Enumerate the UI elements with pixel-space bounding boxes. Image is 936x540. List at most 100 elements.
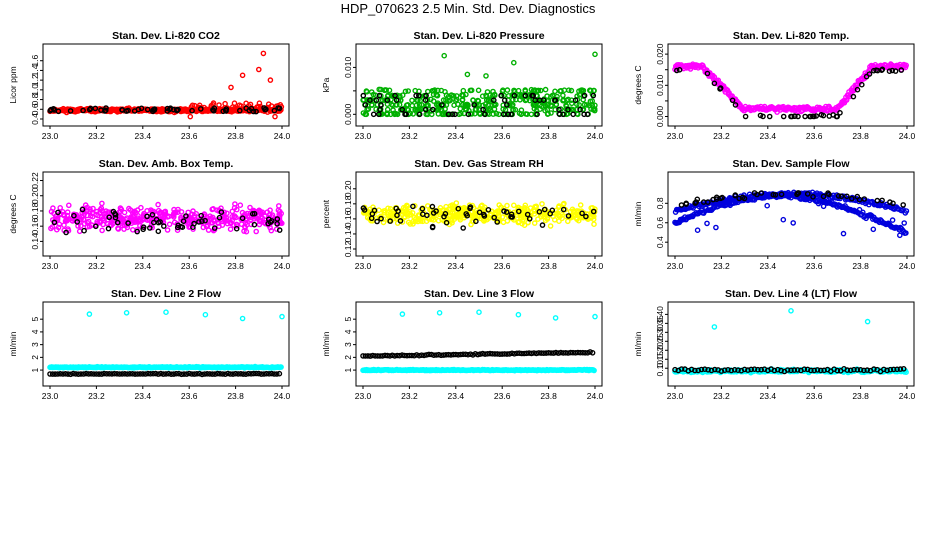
data-point bbox=[430, 217, 437, 223]
data-point bbox=[62, 370, 69, 377]
data-point bbox=[174, 227, 181, 233]
x-tick-label: 23.2 bbox=[713, 261, 730, 271]
data-point bbox=[371, 207, 378, 214]
data-point bbox=[849, 195, 855, 202]
data-point bbox=[416, 352, 423, 359]
data-point bbox=[80, 107, 86, 114]
data-point bbox=[218, 209, 225, 215]
x-tick-label: 23.4 bbox=[760, 261, 777, 271]
data-point bbox=[151, 107, 158, 113]
data-point bbox=[435, 102, 442, 109]
data-point bbox=[565, 213, 572, 219]
data-point bbox=[214, 370, 221, 377]
data-point bbox=[101, 211, 107, 217]
x-tick-label: 23.8 bbox=[227, 261, 244, 271]
data-point bbox=[516, 350, 523, 357]
data-point bbox=[129, 226, 136, 233]
data-point bbox=[227, 226, 234, 232]
x-tick-label: 23.2 bbox=[401, 261, 418, 271]
x-tick-label: 24.0 bbox=[587, 131, 604, 141]
data-point bbox=[814, 367, 821, 373]
data-point bbox=[157, 210, 164, 216]
data-point bbox=[509, 350, 515, 357]
data-point bbox=[856, 206, 863, 213]
data-point bbox=[199, 218, 205, 224]
data-point bbox=[167, 105, 174, 111]
data-point bbox=[180, 218, 187, 224]
data-point bbox=[227, 220, 234, 227]
data-point bbox=[378, 102, 384, 108]
data-point bbox=[378, 215, 384, 222]
data-point bbox=[560, 96, 567, 103]
data-point bbox=[465, 103, 471, 109]
data-point bbox=[887, 199, 893, 205]
data-point bbox=[251, 210, 258, 217]
data-point bbox=[591, 221, 597, 227]
data-point bbox=[788, 113, 794, 120]
data-point bbox=[494, 351, 501, 357]
data-point bbox=[194, 370, 200, 377]
data-point bbox=[266, 370, 272, 377]
y-tick-label: 2 bbox=[343, 355, 353, 360]
data-point bbox=[526, 215, 533, 222]
data-point bbox=[788, 307, 794, 314]
data-point bbox=[258, 371, 265, 377]
data-point bbox=[581, 92, 588, 99]
data-point bbox=[431, 87, 438, 93]
data-point bbox=[243, 228, 250, 235]
data-point bbox=[150, 370, 156, 377]
data-point bbox=[442, 210, 449, 217]
data-point bbox=[88, 370, 94, 377]
data-point bbox=[889, 67, 896, 74]
data-point bbox=[516, 208, 522, 215]
data-point bbox=[117, 214, 124, 220]
data-point bbox=[110, 208, 117, 215]
data-point bbox=[191, 214, 198, 221]
data-point bbox=[581, 101, 588, 108]
y-tick-label: 0.6 bbox=[30, 103, 40, 115]
data-point bbox=[202, 217, 208, 224]
data-point bbox=[556, 106, 562, 113]
x-tick-label: 23.4 bbox=[448, 391, 465, 401]
data-point bbox=[103, 105, 109, 111]
data-point bbox=[489, 350, 496, 357]
data-point bbox=[124, 371, 131, 377]
x-tick-label: 23.2 bbox=[88, 131, 105, 141]
y-tick-label: 5 bbox=[30, 317, 40, 322]
data-point bbox=[473, 106, 480, 113]
data-point bbox=[123, 309, 130, 316]
data-point bbox=[190, 208, 196, 214]
data-point bbox=[552, 97, 559, 103]
data-point bbox=[379, 353, 386, 359]
data-point bbox=[503, 209, 510, 215]
y-axis-label: degrees C bbox=[8, 194, 18, 233]
data-point bbox=[457, 110, 464, 117]
y-tick-label: 0.14 bbox=[30, 233, 40, 250]
data-point bbox=[476, 309, 482, 316]
data-point bbox=[64, 209, 71, 215]
data-point bbox=[558, 349, 564, 356]
data-point bbox=[443, 351, 449, 358]
data-point bbox=[377, 353, 383, 359]
data-point bbox=[592, 51, 598, 58]
data-point bbox=[114, 219, 121, 226]
data-point bbox=[392, 92, 398, 99]
y-tick-label: 1.6 bbox=[30, 55, 40, 67]
data-point bbox=[487, 92, 493, 98]
data-point bbox=[76, 228, 83, 235]
data-point bbox=[536, 350, 542, 356]
y-tick-label: 1 bbox=[343, 367, 353, 372]
x-tick-label: 23.8 bbox=[227, 131, 244, 141]
x-tick-label: 23.8 bbox=[852, 131, 869, 141]
data-point bbox=[423, 352, 430, 358]
data-point bbox=[532, 103, 539, 109]
data-point bbox=[253, 370, 260, 377]
y-tick-label: 0.18 bbox=[30, 202, 40, 219]
data-point bbox=[443, 92, 450, 98]
data-point bbox=[267, 207, 273, 213]
data-point bbox=[415, 106, 422, 112]
data-point bbox=[854, 193, 861, 200]
data-point bbox=[386, 87, 393, 94]
data-point bbox=[467, 204, 474, 210]
data-point bbox=[243, 371, 249, 378]
